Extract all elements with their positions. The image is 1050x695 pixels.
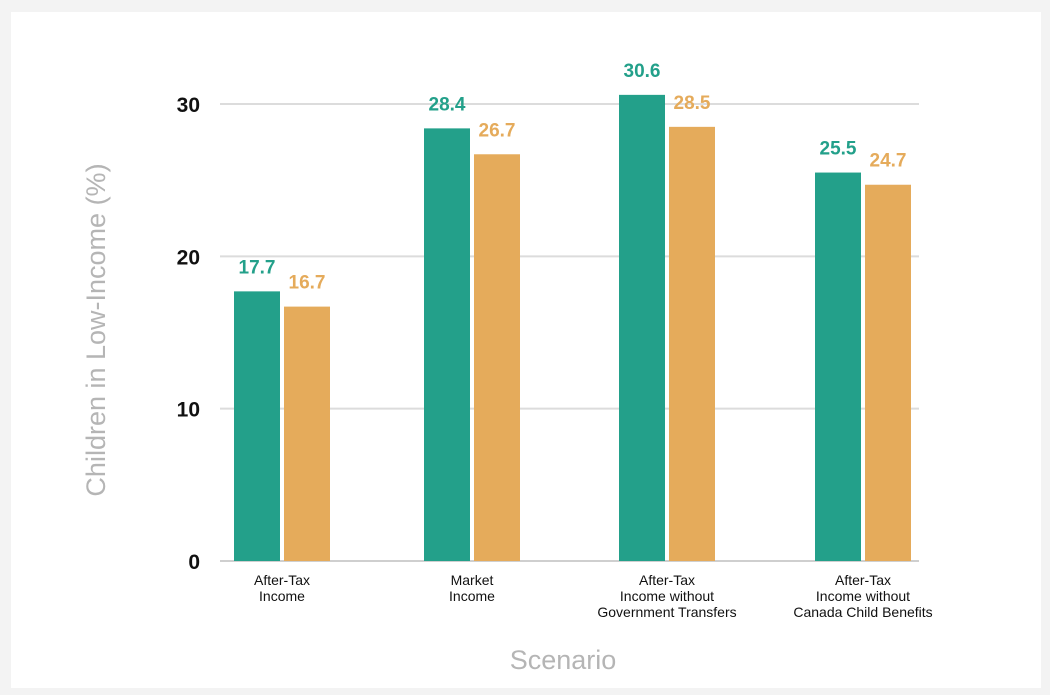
bar [669,126,715,561]
x-tick-label: After-Tax [254,572,310,588]
y-tick-label: 0 [188,551,200,574]
value-label: 28.5 [674,93,711,114]
x-tick-label: Market [451,572,494,588]
value-label: 24.7 [870,151,907,172]
value-label: 28.4 [429,94,466,115]
value-labels: 17.7 16.7 28.4 26.7 30.6 28.5 25.5 24.7 [239,61,907,294]
gridlines [220,103,919,562]
y-tick-label: 10 [177,399,200,422]
value-label: 26.7 [479,120,516,141]
bar [284,306,330,561]
bar-chart: 0 10 20 30 17.7 16.7 28.4 26.7 30.6 28.5 25.5 24.7… [81,61,933,675]
y-axis-ticks: 0 10 20 30 [177,94,200,574]
x-tick-label: Canada Child Benefits [793,604,932,620]
bar [815,172,861,562]
x-tick-label: Income without [620,588,714,604]
value-label: 17.7 [239,257,276,278]
x-tick-label: Government Transfers [597,604,736,620]
value-label: 25.5 [820,139,857,160]
bars [234,94,911,562]
x-tick-label: After-Tax [835,572,891,588]
bar [865,184,911,561]
x-axis-title: Scenario [510,645,617,675]
y-tick-label: 20 [177,246,200,269]
value-label: 16.7 [289,273,326,294]
x-tick-label: Income [259,588,305,604]
x-axis-ticks: After-TaxIncomeMarketIncomeAfter-TaxInco… [254,572,933,620]
bar [234,291,280,561]
y-tick-label: 30 [177,94,200,117]
bar [474,154,520,561]
bar [619,94,665,562]
bar [424,128,470,561]
x-tick-label: After-Tax [639,572,695,588]
chart-frame: 0 10 20 30 17.7 16.7 28.4 26.7 30.6 28.5 25.5 24.7… [11,12,1041,688]
value-label: 30.6 [624,61,661,82]
x-tick-label: Income without [816,588,910,604]
y-axis-title: Children in Low-Income (%) [81,163,111,496]
x-tick-label: Income [449,588,495,604]
